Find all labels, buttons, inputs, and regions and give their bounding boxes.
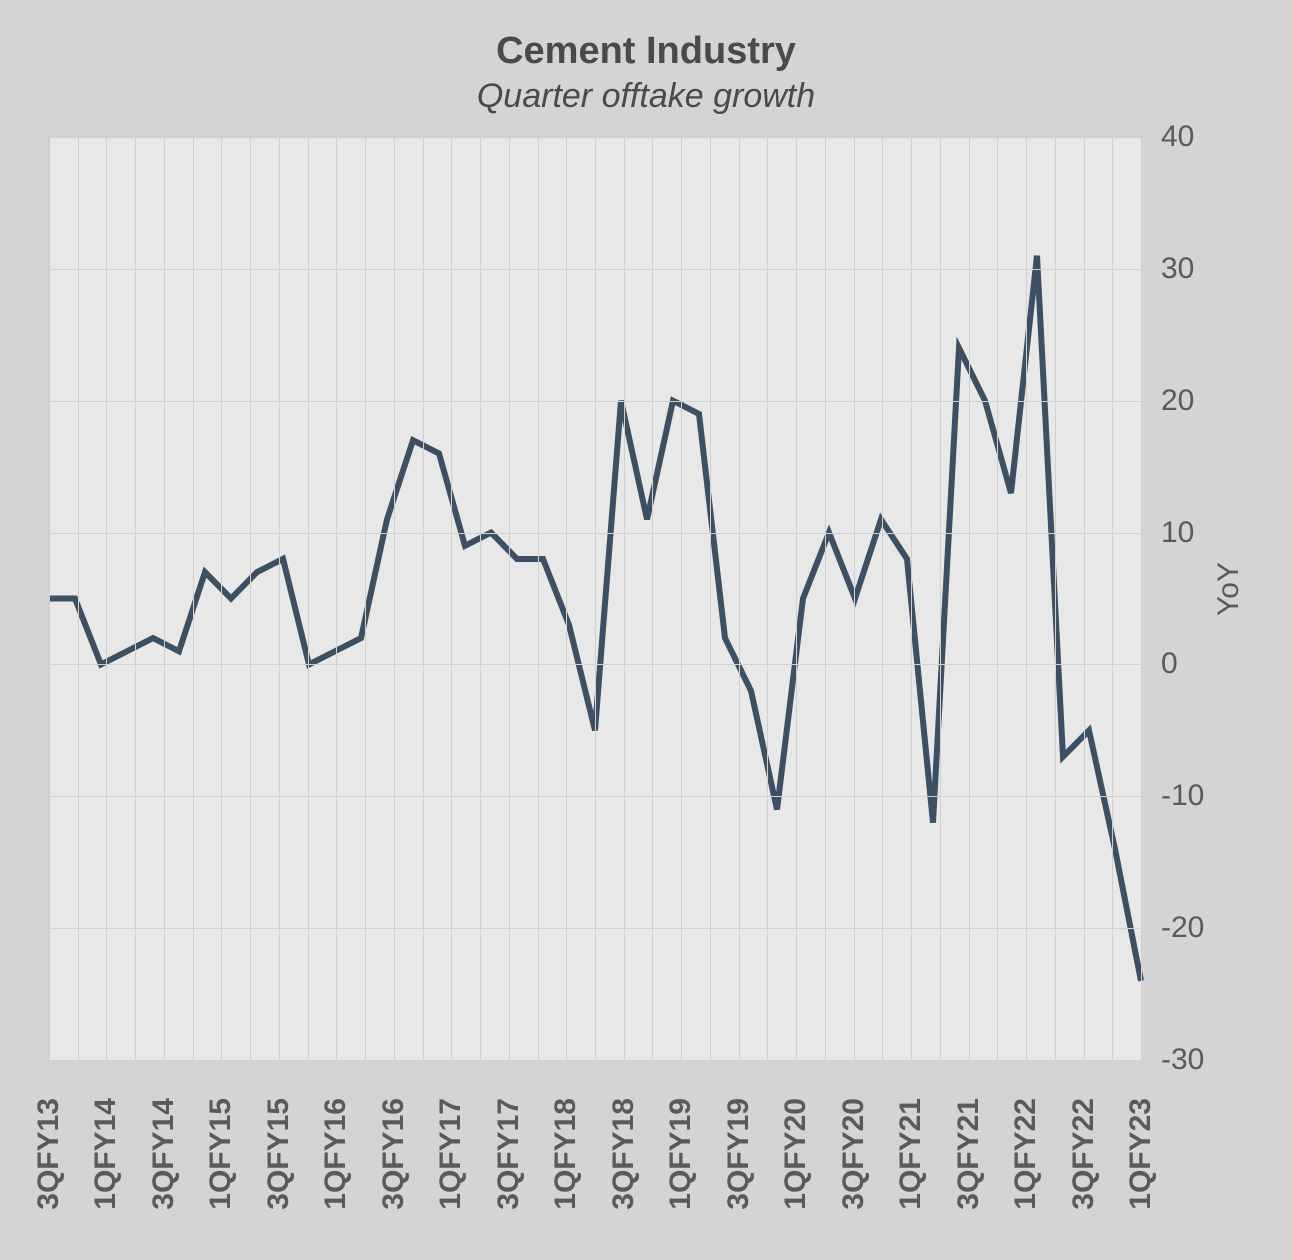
grid-line-vertical [279, 137, 280, 1060]
grid-line-vertical [854, 137, 855, 1060]
y-tick-label: 40 [1151, 120, 1211, 154]
grid-line-vertical [969, 137, 970, 1060]
y-tick-label: 0 [1151, 647, 1211, 681]
grid-line-vertical [940, 137, 941, 1060]
grid-line-vertical [1026, 137, 1027, 1060]
x-tick-label: 3QFY22 [1067, 1098, 1101, 1218]
grid-line-vertical [193, 137, 194, 1060]
x-tick-label: 3QFY16 [377, 1098, 411, 1218]
x-tick-label: 1QFY17 [434, 1098, 468, 1218]
grid-line-vertical [509, 137, 510, 1060]
x-tick-label: 1QFY22 [1009, 1098, 1043, 1218]
grid-line-vertical [710, 137, 711, 1060]
x-tick-label: 1QFY15 [204, 1098, 238, 1218]
grid-line-vertical [997, 137, 998, 1060]
grid-line-vertical [336, 137, 337, 1060]
x-tick-label: 3QFY18 [607, 1098, 641, 1218]
grid-line-vertical [882, 137, 883, 1060]
grid-line-vertical [135, 137, 136, 1060]
x-tick-label: 3QFY13 [32, 1098, 66, 1218]
x-tick-label: 1QFY16 [319, 1098, 353, 1218]
chart-title: Cement Industry [20, 30, 1272, 73]
x-tick-label: 3QFY20 [837, 1098, 871, 1218]
grid-line-vertical [796, 137, 797, 1060]
grid-line-vertical [1112, 137, 1113, 1060]
x-tick-label: 3QFY19 [722, 1098, 756, 1218]
grid-line-vertical [538, 137, 539, 1060]
grid-line-vertical [49, 137, 50, 1060]
x-tick-label: 1QFY19 [664, 1098, 698, 1218]
x-tick-label: 3QFY21 [952, 1098, 986, 1218]
y-axis-title: YoY [1212, 562, 1246, 616]
x-tick-label: 3QFY17 [492, 1098, 526, 1218]
title-area: Cement Industry Quarter offtake growth [20, 30, 1272, 116]
x-tick-label: 1QFY23 [1124, 1098, 1158, 1218]
grid-line-vertical [106, 137, 107, 1060]
grid-line-vertical [911, 137, 912, 1060]
grid-line-vertical [595, 137, 596, 1060]
grid-line-vertical [767, 137, 768, 1060]
x-tick-label: 3QFY15 [262, 1098, 296, 1218]
x-tick-label: 3QFY14 [147, 1098, 181, 1218]
plot-wrapper: YoY -30-20-100102030403QFY131QFY143QFY14… [20, 136, 1272, 1226]
y-tick-label: 20 [1151, 384, 1211, 418]
grid-line-vertical [681, 137, 682, 1060]
grid-line-vertical [566, 137, 567, 1060]
grid-line-vertical [480, 137, 481, 1060]
grid-line-vertical [1084, 137, 1085, 1060]
x-tick-label: 1QFY14 [89, 1098, 123, 1218]
grid-line-vertical [1055, 137, 1056, 1060]
y-tick-label: -30 [1151, 1043, 1211, 1077]
grid-line-vertical [250, 137, 251, 1060]
grid-line-vertical [423, 137, 424, 1060]
x-tick-label: 1QFY20 [779, 1098, 813, 1218]
chart-subtitle: Quarter offtake growth [20, 77, 1272, 116]
grid-line-horizontal [49, 1060, 1141, 1061]
chart-container: Cement Industry Quarter offtake growth Y… [0, 0, 1292, 1260]
y-tick-label: 10 [1151, 516, 1211, 550]
x-tick-label: 1QFY21 [894, 1098, 928, 1218]
grid-line-vertical [652, 137, 653, 1060]
grid-line-vertical [1141, 137, 1142, 1060]
plot-area: YoY -30-20-100102030403QFY131QFY143QFY14… [48, 136, 1142, 1061]
grid-line-vertical [221, 137, 222, 1060]
grid-line-vertical [739, 137, 740, 1060]
grid-line-vertical [825, 137, 826, 1060]
y-tick-label: 30 [1151, 252, 1211, 286]
y-tick-label: -20 [1151, 911, 1211, 945]
grid-line-vertical [164, 137, 165, 1060]
grid-line-vertical [365, 137, 366, 1060]
grid-line-vertical [78, 137, 79, 1060]
x-tick-label: 1QFY18 [549, 1098, 583, 1218]
grid-line-vertical [394, 137, 395, 1060]
grid-line-vertical [451, 137, 452, 1060]
grid-line-vertical [624, 137, 625, 1060]
y-tick-label: -10 [1151, 779, 1211, 813]
grid-line-vertical [308, 137, 309, 1060]
